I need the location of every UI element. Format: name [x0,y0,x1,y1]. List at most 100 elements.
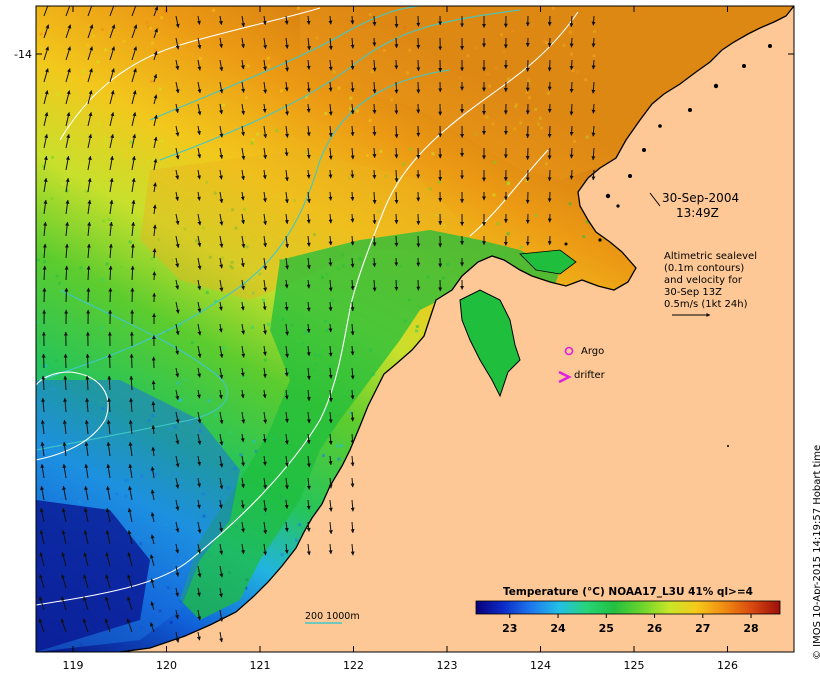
velocity-arrow [372,81,377,94]
velocity-arrow [241,15,246,28]
sst-pixel [39,32,43,36]
sst-pixel [125,153,129,157]
velocity-arrow [547,191,552,203]
velocity-arrow [350,213,355,223]
velocity-arrow [152,248,157,259]
sst-pixel [105,262,109,266]
velocity-arrow [219,147,224,159]
velocity-arrow [240,257,245,268]
velocity-arrow [372,59,377,72]
velocity-arrow [197,213,202,226]
velocity-arrow [328,345,333,357]
velocity-arrow [82,596,89,611]
isobath-contours [36,6,521,451]
velocity-arrow [65,112,71,127]
velocity-arrow [394,81,399,94]
argo-float-marker [564,346,574,356]
velocity-arrow [263,37,268,50]
velocity-arrow [350,15,355,25]
velocity-arrow [197,235,202,247]
sst-pixel [84,75,88,79]
velocity-vectors [38,6,596,643]
velocity-arrow [197,367,202,378]
velocity-arrow [372,37,377,47]
velocity-arrow [284,15,289,25]
velocity-arrow [175,499,180,511]
sst-pixel [229,264,233,268]
king-sound-inlet [459,289,521,398]
velocity-arrow [109,155,114,171]
sst-pixel [104,48,108,52]
velocity-arrow [262,367,267,379]
velocity-arrow [372,103,377,114]
sst-pixel [158,87,162,91]
velocity-arrow [306,125,311,137]
velocity-arrow [109,199,114,215]
sst-pixel [251,291,255,295]
velocity-arrow [350,477,355,488]
velocity-arrow [284,477,289,490]
velocity-arrow [130,287,135,303]
sst-pixel [298,523,302,527]
velocity-arrow [547,125,552,138]
velocity-arrow [284,411,289,423]
velocity-arrow [241,345,246,358]
velocity-arrow [263,59,267,71]
velocity-arrow [219,609,224,622]
colorbar-tick-label: 23 [502,622,517,635]
sst-pixel [205,180,209,184]
velocity-arrow [43,177,48,193]
velocity-arrow [87,6,94,17]
velocity-arrow [569,81,574,93]
sst-pixel [228,431,232,435]
velocity-arrow [350,499,355,512]
velocity-arrow [87,133,93,149]
velocity-arrow [591,81,596,94]
sst-pixel [104,140,108,144]
sst-pixel [349,96,353,100]
velocity-arrow [328,59,333,71]
velocity-arrow [153,158,158,171]
sst-pixel [207,399,211,403]
velocity-arrow [569,103,574,116]
velocity-arrow [175,15,180,28]
sst-pixel [152,268,156,271]
australia-land [120,6,794,652]
velocity-arrow [263,477,268,490]
sst-pixel [37,258,41,262]
velocity-arrow [350,323,355,336]
velocity-arrow [306,257,311,270]
altimetry-line-4: 30-Sep 13Z [664,287,722,298]
velocity-arrow [104,618,111,633]
velocity-arrow [40,441,45,457]
velocity-arrow [240,59,245,70]
velocity-arrow [241,455,246,467]
velocity-arrow [263,213,268,226]
sst-pixel [222,346,226,350]
velocity-arrow [150,512,155,523]
sst-pixel [214,414,217,418]
velocity-arrow [153,114,158,127]
sst-pixel [92,34,95,38]
velocity-arrow [197,543,202,554]
argo-label: Argo [581,346,604,357]
velocity-arrow [241,103,246,115]
velocity-arrow [547,169,552,182]
velocity-arrow [591,147,596,161]
velocity-arrow [350,147,355,160]
velocity-arrow [372,125,377,136]
velocity-arrow [197,345,202,358]
velocity-arrow [241,543,246,555]
velocity-arrow [87,155,92,171]
altimetry-line-2: (0.1m contours) [664,263,744,274]
velocity-arrow [284,191,289,204]
sst-pixel [296,6,300,10]
velocity-arrow [328,147,333,160]
velocity-arrow [196,587,201,597]
velocity-arrow [131,177,136,193]
velocity-arrow [372,191,377,205]
velocity-arrow [219,125,224,138]
velocity-arrow [109,24,116,39]
velocity-arrow [153,28,158,39]
sst-pixel [79,173,83,177]
